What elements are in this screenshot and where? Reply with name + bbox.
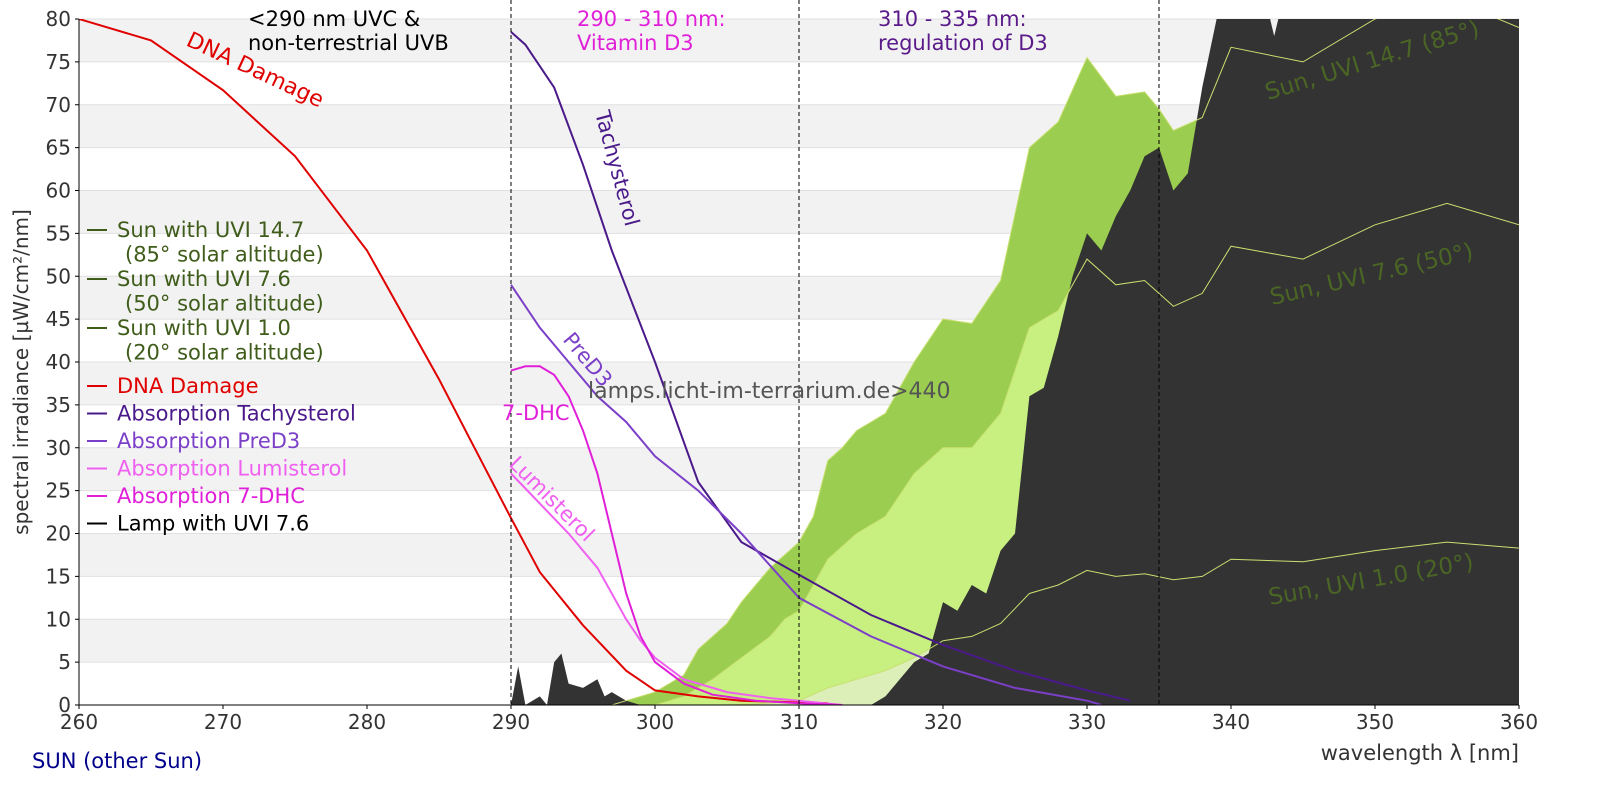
legend-label: Sun with UVI 7.6 (117, 267, 291, 291)
plot-area (79, 19, 1519, 705)
footer: SUN (other Sun) (32, 749, 202, 773)
legend-label: Sun with UVI 1.0 (117, 316, 291, 340)
spectrum-outline (611, 19, 1519, 705)
region-label: non-terrestrial UVB (248, 31, 449, 55)
y-tick-label: 15 (46, 564, 71, 588)
absorption-line (510, 365, 843, 705)
curve-label: 7-DHC (502, 401, 570, 425)
x-axis-label: wavelength λ [nm] (1321, 741, 1519, 765)
y-tick-label: 25 (46, 479, 71, 503)
legend-label: Absorption PreD3 (117, 429, 300, 453)
legend-label: DNA Damage (117, 374, 259, 398)
y-tick-label: 0 (58, 693, 71, 717)
x-tick-label: 270 (204, 710, 242, 734)
legend-sublabel: (50° solar altitude) (125, 292, 324, 316)
y-tick-label: 75 (46, 50, 71, 74)
y-tick-label: 80 (46, 7, 71, 31)
y-tick-label: 70 (46, 93, 71, 117)
legend-label: Absorption Tachysterol (117, 402, 356, 426)
x-tick-label: 320 (924, 710, 962, 734)
region-label: Vitamin D3 (577, 31, 694, 55)
legend-label: Sun with UVI 14.7 (117, 218, 304, 242)
y-tick-label: 40 (46, 350, 71, 374)
x-tick-label: 290 (492, 710, 530, 734)
y-tick-label: 35 (46, 393, 71, 417)
region-label: 290 - 310 nm: (577, 7, 726, 31)
legend-sublabel: (85° solar altitude) (125, 243, 324, 267)
x-tick-label: 300 (636, 710, 674, 734)
x-tick-label: 350 (1356, 710, 1394, 734)
y-tick-label: 60 (46, 179, 71, 203)
spectrum-outline (654, 202, 1519, 705)
y-tick-label: 5 (58, 650, 71, 674)
region-label: regulation of D3 (878, 31, 1048, 55)
legend-label: Absorption 7-DHC (117, 484, 305, 508)
y-tick-label: 20 (46, 522, 71, 546)
x-tick-label: 310 (780, 710, 818, 734)
x-tick-label: 280 (348, 710, 386, 734)
absorption-line (510, 284, 1102, 705)
y-tick-label: 50 (46, 264, 71, 288)
watermark: lamps.licht-im-terrarium.de>440 (588, 379, 951, 404)
x-tick-label: 360 (1500, 710, 1538, 734)
legend-sublabel: (20° solar altitude) (125, 341, 324, 365)
spectrum-area (511, 19, 1519, 705)
y-axis-label: spectral irradiance [µW/cm²/nm] (9, 209, 33, 535)
y-tick-label: 10 (46, 607, 71, 631)
legend-label: Lamp with UVI 7.6 (117, 512, 309, 536)
x-tick-label: 260 (60, 710, 98, 734)
spectrum-outline (726, 541, 1519, 705)
absorption-line (510, 472, 843, 705)
legend-label: Absorption Lumisterol (117, 457, 347, 481)
x-tick-label: 340 (1212, 710, 1250, 734)
y-tick-label: 65 (46, 136, 71, 160)
y-tick-label: 45 (46, 307, 71, 331)
y-tick-label: 30 (46, 436, 71, 460)
y-tick-label: 55 (46, 221, 71, 245)
region-label: 310 - 335 nm: (878, 7, 1027, 31)
region-label: <290 nm UVC & (248, 7, 420, 31)
x-tick-label: 330 (1068, 710, 1106, 734)
